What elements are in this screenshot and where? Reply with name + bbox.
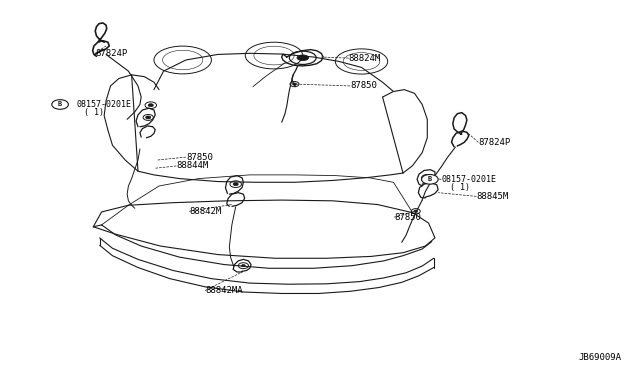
- Ellipse shape: [297, 55, 308, 61]
- Circle shape: [233, 183, 238, 186]
- Text: B: B: [428, 176, 432, 182]
- Circle shape: [241, 264, 245, 267]
- Circle shape: [422, 174, 438, 184]
- Text: 88845M: 88845M: [476, 192, 509, 201]
- Text: 87850: 87850: [350, 81, 377, 90]
- Text: 08157-0201E: 08157-0201E: [442, 175, 497, 184]
- Text: 87824P: 87824P: [478, 138, 511, 147]
- Circle shape: [52, 100, 68, 109]
- Text: ( 1): ( 1): [84, 108, 104, 117]
- Text: B: B: [58, 102, 62, 108]
- Circle shape: [148, 104, 154, 107]
- Text: 88824M: 88824M: [349, 54, 381, 62]
- Text: 87824P: 87824P: [95, 49, 127, 58]
- Text: JB69009A: JB69009A: [579, 353, 621, 362]
- Circle shape: [292, 83, 296, 85]
- Text: 87850: 87850: [186, 153, 212, 161]
- Circle shape: [146, 116, 151, 119]
- Text: 88844M: 88844M: [176, 161, 209, 170]
- Text: ( 1): ( 1): [451, 183, 470, 192]
- Text: 08157-0201E: 08157-0201E: [76, 100, 131, 109]
- Text: 88842M: 88842M: [189, 207, 221, 216]
- Text: 87850: 87850: [394, 213, 421, 222]
- Circle shape: [414, 210, 418, 212]
- Text: 88842MA: 88842MA: [205, 286, 243, 295]
- Circle shape: [425, 176, 430, 179]
